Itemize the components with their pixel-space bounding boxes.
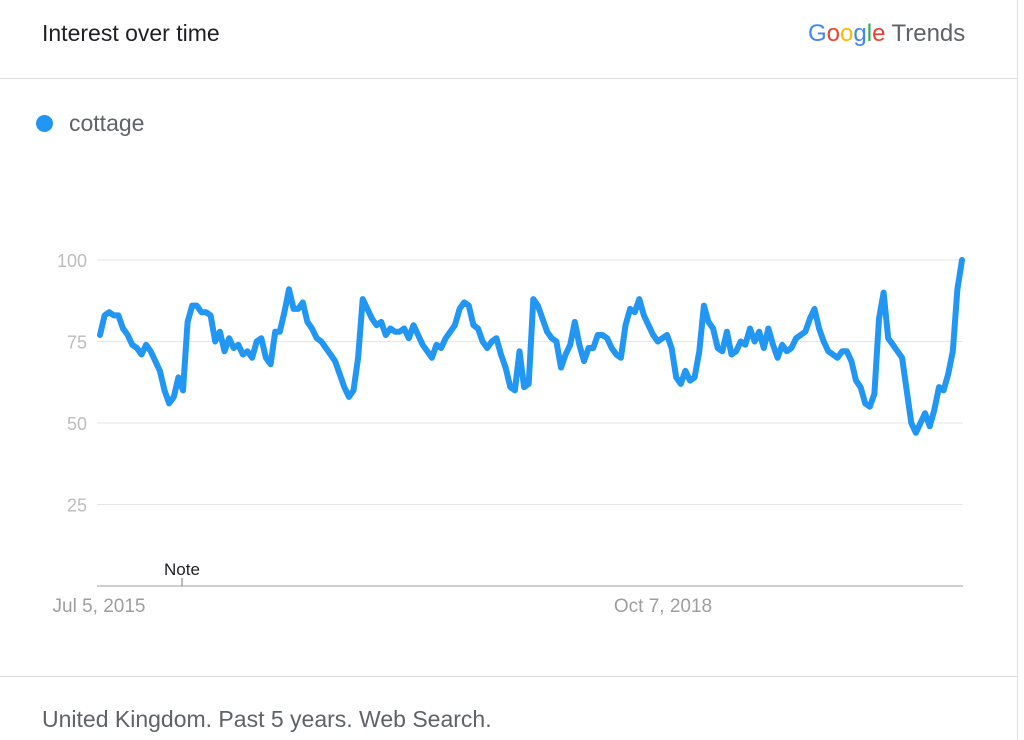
gridlines (97, 259, 963, 505)
google-trends-logo[interactable]: Google Trends (808, 20, 965, 48)
note-label[interactable]: Note (164, 560, 200, 579)
legend[interactable]: cottage (36, 110, 144, 137)
note-annotation[interactable]: Note (164, 560, 200, 586)
logo-letter: G (808, 20, 827, 47)
series-layer (97, 257, 965, 436)
y-tick-label: 25 (67, 496, 87, 516)
series-line-cottage[interactable] (97, 257, 965, 436)
x-tick-label: Oct 7, 2018 (614, 596, 712, 617)
card-title: Interest over time (42, 20, 220, 46)
logo-letter: e (872, 20, 886, 47)
y-tick-label: 75 (67, 333, 87, 353)
x-tick-label: Jul 5, 2015 (53, 596, 146, 617)
legend-label: cottage (69, 110, 145, 136)
logo-letter: o (840, 20, 854, 47)
line-chart[interactable]: 25 50 75 100 Jul 5, 2015 Oct 7, 2018 Note (0, 0, 1017, 676)
footer-divider (0, 676, 1017, 677)
y-tick-label: 50 (67, 414, 87, 434)
footer-caption: United Kingdom. Past 5 years. Web Search… (42, 706, 492, 732)
y-tick-labels: 25 50 75 100 (57, 251, 87, 516)
x-tick-labels: Jul 5, 2015 Oct 7, 2018 (53, 596, 713, 617)
logo-letter: l (866, 20, 873, 47)
legend-dot-icon (36, 115, 53, 132)
y-tick-label: 100 (57, 251, 87, 271)
card-header: Interest over time Google Trends (0, 0, 1017, 79)
logo-letter: o (826, 20, 841, 47)
logo-letter: g (853, 20, 867, 47)
logo-suffix: Trends (891, 20, 966, 47)
